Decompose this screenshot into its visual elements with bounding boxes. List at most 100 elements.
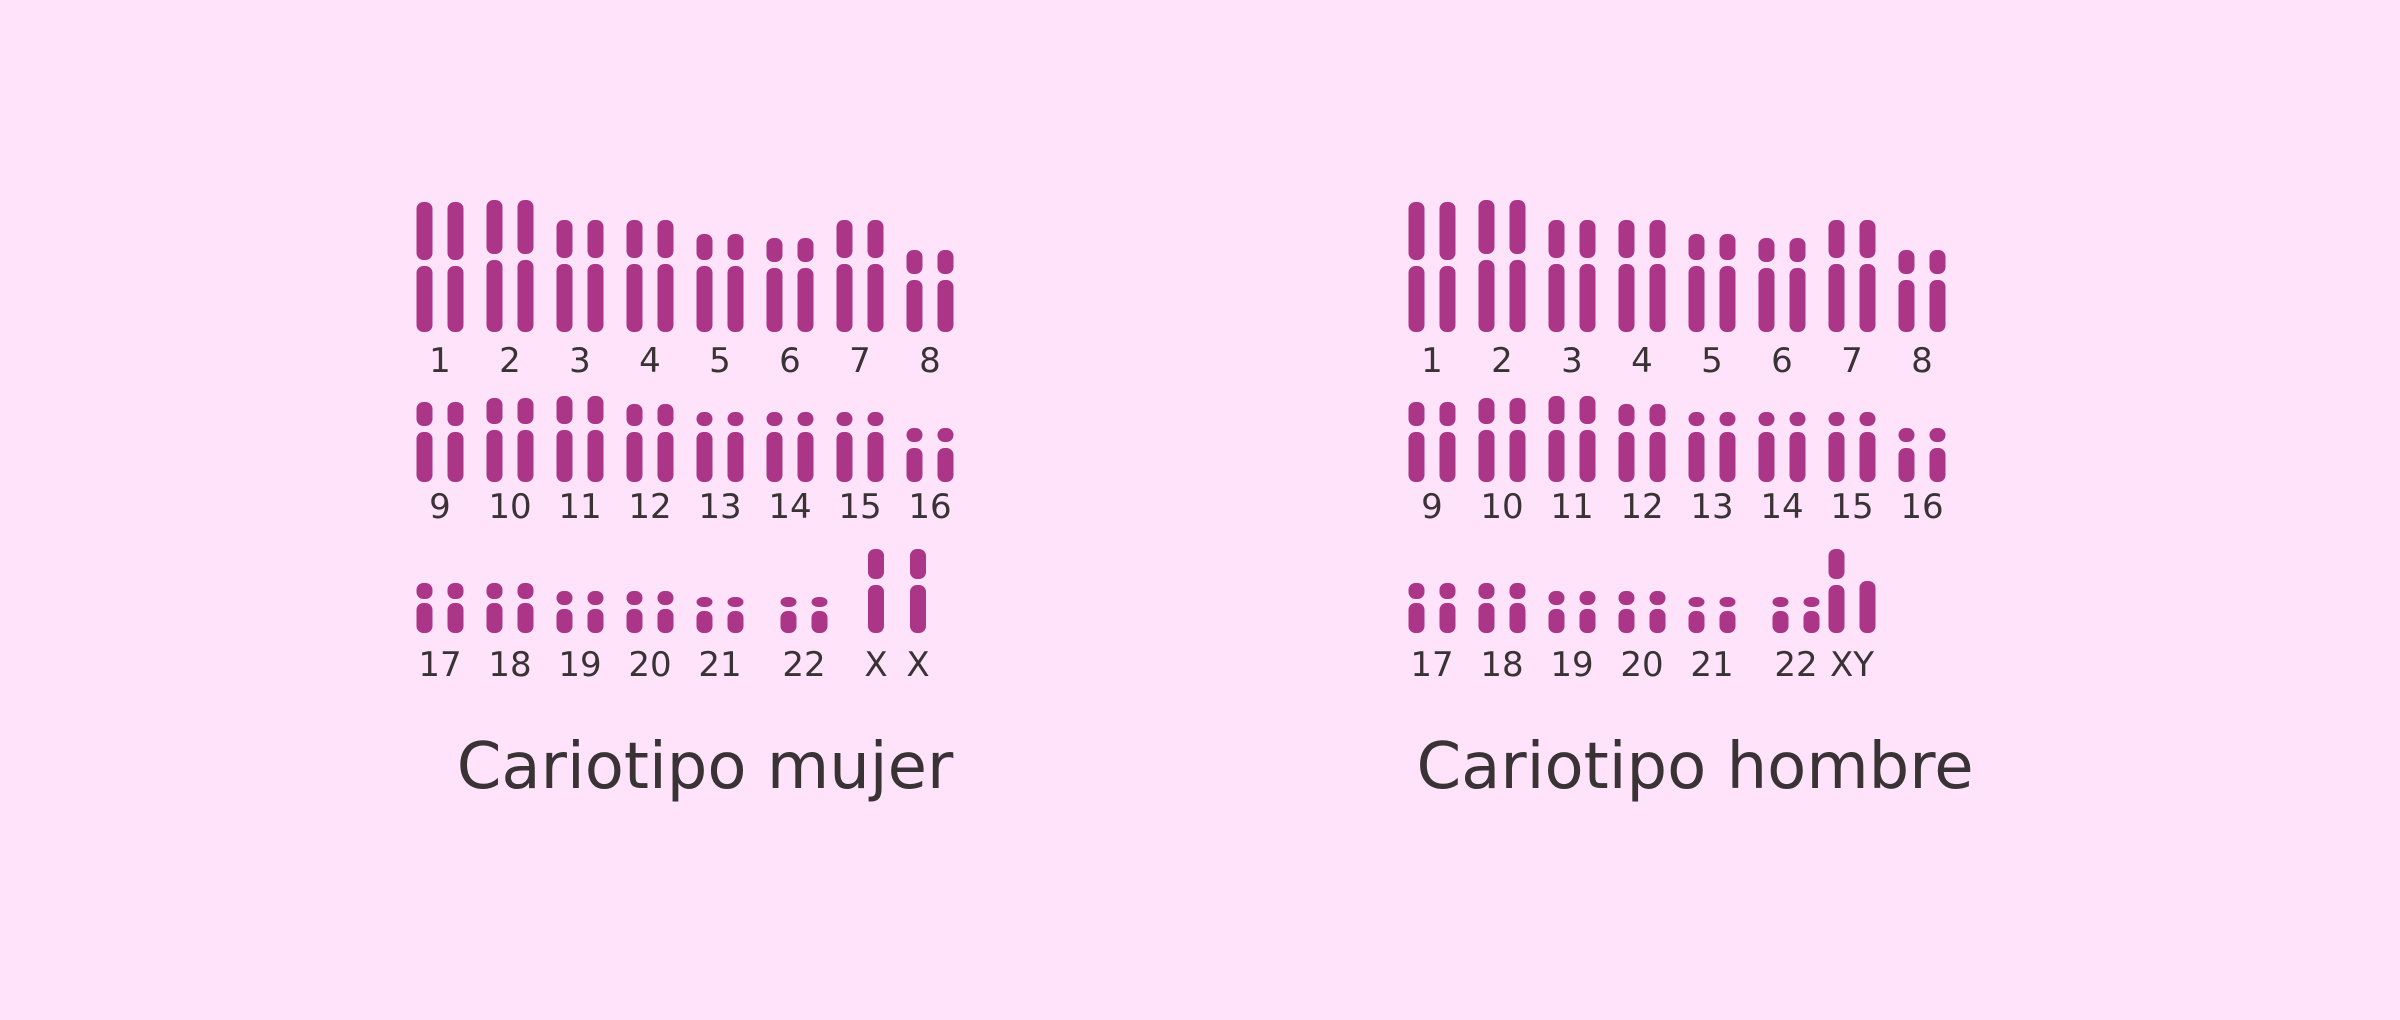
male-chromosome-8-7-0-lower-arm <box>1898 280 1915 332</box>
female-chromosome-2-1-0-upper-arm <box>486 200 503 254</box>
male-chromosome-8-7-1-lower-arm <box>1929 280 1946 332</box>
female-chromosome-15-14-1-upper-arm <box>867 412 884 426</box>
male-chromosome-1-0-1-lower-arm <box>1439 266 1456 332</box>
male-chromosome-15-14-0-lower-arm <box>1828 432 1845 482</box>
female-chromosome-5-4-1-upper-arm <box>727 234 744 260</box>
female-label-3-2: 3 <box>569 341 591 381</box>
female-chromosome-4-3-1-upper-arm <box>657 220 674 258</box>
female-label-5-4: 5 <box>709 341 731 381</box>
male-chromosome-18-17-0-upper-arm <box>1478 583 1495 599</box>
male-label-12-11: 12 <box>1620 487 1663 527</box>
female-chromosome-8-7-1-upper-arm <box>937 250 954 274</box>
male-chromosome-4-3-1-lower-arm <box>1649 264 1666 332</box>
female-chromosome-3-2-1-lower-arm <box>587 264 604 332</box>
female-chromosome-15-14-0-upper-arm <box>836 412 853 426</box>
male-chromosome-12-11-0-upper-arm <box>1618 404 1635 426</box>
female-chromosome-12-11-0-lower-arm <box>626 432 643 482</box>
female-chromosome-4-3-1-lower-arm <box>657 264 674 332</box>
male-chromosome-7-6-0-lower-arm <box>1828 264 1845 332</box>
female-label-9-8: 9 <box>429 487 451 527</box>
female-chromosome-13-12-1-upper-arm <box>727 412 744 426</box>
female-label-10-9: 10 <box>488 487 531 527</box>
female-chromosome-14-13-1-upper-arm <box>797 412 814 426</box>
female-label-6-5: 6 <box>779 341 801 381</box>
female-chromosome-11-10-1-lower-arm <box>587 430 604 482</box>
male-chromosome-22-21-1-lower-arm <box>1803 611 1820 633</box>
male-chromosome-16-15-0-lower-arm <box>1898 448 1915 482</box>
male-label-17-16: 17 <box>1410 645 1453 685</box>
male-chromosome-21-20-0-upper-arm <box>1688 597 1705 607</box>
male-chromosome-6-5-0-lower-arm <box>1758 268 1775 332</box>
male-chromosome-21-20-1-lower-arm <box>1719 611 1736 633</box>
female-chromosome-14-13-0-lower-arm <box>766 432 783 482</box>
male-chromosome-20-19-1-lower-arm <box>1649 609 1666 633</box>
male-chromosome-5-4-0-upper-arm <box>1688 234 1705 260</box>
male-chromosome-15-14-1-lower-arm <box>1859 432 1876 482</box>
female-chromosome-11-10-0-lower-arm <box>556 430 573 482</box>
male-chromosome-5-4-0-lower-arm <box>1688 266 1705 332</box>
male-chromosome-11-10-0-lower-arm <box>1548 430 1565 482</box>
female-chromosome-22-21-1-upper-arm <box>811 597 828 607</box>
female-chromosome-17-16-0-lower-arm <box>416 603 433 633</box>
male-chromosome-19-18-1-upper-arm <box>1579 591 1596 605</box>
female-chromosome-15-14-0-lower-arm <box>836 432 853 482</box>
female-chromosome-X-23-lower-arm <box>910 585 926 633</box>
male-chromosome-6-5-1-upper-arm <box>1789 238 1806 262</box>
male-chromosome-21-20-1-upper-arm <box>1719 597 1736 607</box>
female-chromosome-21-20-1-lower-arm <box>727 611 744 633</box>
male-chromosome-4-3-0-upper-arm <box>1618 220 1635 258</box>
female-chromosome-3-2-0-lower-arm <box>556 264 573 332</box>
female-chromosome-8-7-0-upper-arm <box>906 250 923 274</box>
male-label-16-15: 16 <box>1900 487 1943 527</box>
female-chromosome-18-17-0-upper-arm <box>486 583 503 599</box>
female-chromosome-13-12-1-lower-arm <box>727 432 744 482</box>
female-chromosome-19-18-0-upper-arm <box>556 591 573 605</box>
male-label-7-6: 7 <box>1841 341 1863 381</box>
female-chromosome-1-0-0-lower-arm <box>416 266 433 332</box>
male-chromosome-2-1-0-upper-arm <box>1478 200 1495 254</box>
female-chromosome-10-9-1-lower-arm <box>517 430 534 482</box>
male-chromosome-19-18-0-upper-arm <box>1548 591 1565 605</box>
male-chromosome-20-19-0-lower-arm <box>1618 609 1635 633</box>
female-chromosome-1-0-1-upper-arm <box>447 202 464 260</box>
male-chromosome-7-6-0-upper-arm <box>1828 220 1845 258</box>
female-label-X-22: X <box>864 645 887 685</box>
male-chromosome-22-21-0-lower-arm <box>1772 611 1789 633</box>
male-chromosome-5-4-1-lower-arm <box>1719 266 1736 332</box>
male-chromosome-14-13-0-lower-arm <box>1758 432 1775 482</box>
female-chromosome-19-18-0-lower-arm <box>556 609 573 633</box>
male-chromosome-17-16-1-lower-arm <box>1439 603 1456 633</box>
female-chromosome-4-3-0-upper-arm <box>626 220 643 258</box>
male-chromosome-11-10-0-upper-arm <box>1548 396 1565 424</box>
male-chromosome-3-2-1-upper-arm <box>1579 220 1596 258</box>
female-chromosome-11-10-0-upper-arm <box>556 396 573 424</box>
male-chromosome-3-2-0-upper-arm <box>1548 220 1565 258</box>
male-chromosome-12-11-1-lower-arm <box>1649 432 1666 482</box>
male-chromosome-2-1-1-upper-arm <box>1509 200 1526 254</box>
female-chromosome-18-17-1-lower-arm <box>517 603 534 633</box>
male-label-2-1: 2 <box>1491 341 1513 381</box>
female-karyotype-title: Cariotipo mujer <box>456 730 954 804</box>
female-chromosome-7-6-0-lower-arm <box>836 264 853 332</box>
male-chromosome-21-20-0-lower-arm <box>1688 611 1705 633</box>
male-chromosome-9-8-1-lower-arm <box>1439 432 1456 482</box>
female-chromosome-13-12-0-upper-arm <box>696 412 713 426</box>
female-chromosome-19-18-1-upper-arm <box>587 591 604 605</box>
male-chromosome-3-2-1-lower-arm <box>1579 264 1596 332</box>
male-chromosome-2-1-0-lower-arm <box>1478 260 1495 332</box>
male-chromosome-13-12-0-lower-arm <box>1688 432 1705 482</box>
female-chromosome-17-16-1-upper-arm <box>447 583 464 599</box>
male-chromosome-22-21-0-upper-arm <box>1772 597 1789 607</box>
male-chromosome-8-7-1-upper-arm <box>1929 250 1946 274</box>
male-label-21-20: 21 <box>1690 645 1733 685</box>
female-label-22-21: 22 <box>782 645 825 685</box>
male-chromosome-10-9-0-upper-arm <box>1478 398 1495 424</box>
female-label-13-12: 13 <box>698 487 741 527</box>
female-chromosome-10-9-1-upper-arm <box>517 398 534 424</box>
female-label-16-15: 16 <box>908 487 951 527</box>
male-chromosome-9-8-0-upper-arm <box>1408 402 1425 426</box>
female-label-7-6: 7 <box>849 341 871 381</box>
male-chromosome-11-10-1-upper-arm <box>1579 396 1596 424</box>
female-chromosome-20-19-0-lower-arm <box>626 609 643 633</box>
